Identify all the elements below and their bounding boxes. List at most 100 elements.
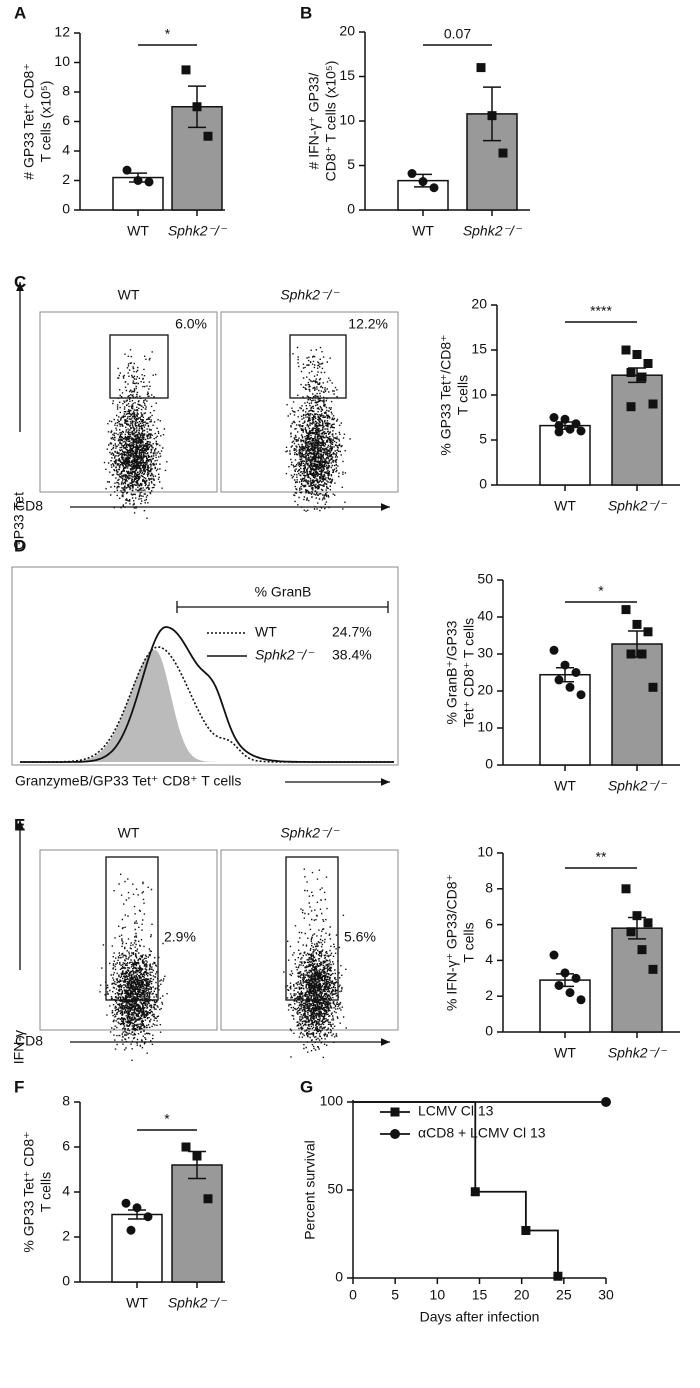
y-tick-label: 4 — [62, 142, 70, 158]
survival-marker — [553, 1271, 563, 1281]
y-tick-label: 4 — [62, 1183, 70, 1199]
y-axis-label: T cells — [455, 375, 471, 415]
panel-letter: B — [300, 3, 312, 22]
panel-letter: A — [14, 3, 26, 22]
gate-percent: 2.9% — [164, 929, 196, 945]
legend-label: LCMV Cl 13 — [418, 1103, 494, 1119]
panel-letter: F — [14, 1077, 24, 1096]
data-point — [637, 372, 647, 382]
significance-label: ** — [596, 849, 607, 865]
x-tick-label: Sphk2⁻/⁻ — [608, 778, 668, 794]
data-point — [192, 102, 202, 112]
x-tick-label: 20 — [514, 1287, 530, 1303]
y-tick-label: 2 — [485, 987, 493, 1003]
significance-label: * — [164, 1111, 170, 1127]
y-axis-label: % IFN-γ⁺ GP33/CD8⁺ — [444, 874, 460, 1011]
x-tick-label: WT — [554, 498, 576, 514]
data-point — [571, 668, 581, 677]
y-tick-label: 6 — [485, 915, 493, 931]
y-axis-label: CD8⁺ T cells (x10⁵) — [323, 61, 339, 182]
data-point — [549, 413, 559, 422]
data-point — [549, 950, 559, 960]
cell-dots — [285, 346, 351, 512]
data-point — [632, 350, 642, 359]
x-tick-label: 15 — [472, 1287, 488, 1303]
y-tick-label: 0 — [62, 201, 70, 217]
flow-plot-title: WT — [118, 825, 140, 841]
y-tick-label: 5 — [347, 156, 355, 172]
x-tick-label: Sphk2⁻/⁻ — [463, 223, 523, 239]
flow-plot-title: Sphk2⁻/⁻ — [280, 825, 340, 841]
y-axis-label: % GP33 Tet⁺/CD8⁺ — [438, 334, 454, 455]
data-point — [626, 649, 636, 659]
x-tick-label: WT — [554, 1045, 576, 1061]
bar — [611, 643, 663, 766]
flow-plot-frame — [220, 849, 399, 1031]
x-tick-label: Sphk2⁻/⁻ — [168, 1295, 228, 1311]
data-point — [133, 176, 143, 185]
y-tick-label: 2 — [62, 171, 70, 187]
significance-label: **** — [590, 303, 612, 319]
y-axis-label: GP33 Tet — [11, 492, 27, 550]
flow-plot-frame — [39, 311, 218, 493]
x-tick-label: WT — [554, 778, 576, 794]
y-axis-label: % GP33 Tet⁺ CD8⁺ — [21, 1131, 37, 1252]
y-tick-label: 10 — [54, 53, 70, 69]
x-tick-label: 10 — [430, 1287, 446, 1303]
data-point — [181, 1142, 191, 1152]
x-tick-label: 30 — [598, 1287, 614, 1303]
y-tick-label: 6 — [62, 1138, 70, 1154]
cell-dots — [99, 873, 168, 1061]
data-point — [626, 402, 636, 412]
legend-label: Sphk2⁻/⁻ — [255, 647, 315, 663]
significance-label: * — [165, 26, 171, 42]
data-point — [560, 414, 570, 424]
bar — [171, 1164, 223, 1283]
y-tick-label: 10 — [477, 844, 493, 860]
y-axis-label: % GranB⁺/GP33 — [444, 620, 460, 724]
y-tick-label: 40 — [477, 608, 493, 624]
data-point — [429, 183, 439, 193]
data-point — [643, 627, 653, 637]
bar — [611, 374, 663, 486]
y-tick-label: 15 — [339, 67, 355, 83]
data-point — [632, 619, 642, 629]
data-point — [132, 1203, 142, 1213]
data-point — [549, 645, 559, 655]
y-tick-label: 100 — [320, 1093, 344, 1109]
data-point — [122, 165, 132, 175]
bar — [111, 1213, 163, 1283]
data-point — [554, 980, 564, 990]
y-tick-label: 0 — [485, 756, 493, 772]
data-point — [203, 131, 213, 141]
y-axis-label: # IFN-γ⁺ GP33/ — [306, 72, 322, 169]
x-tick-label: Sphk2⁻/⁻ — [608, 1045, 668, 1061]
data-point — [648, 682, 658, 692]
data-point — [554, 421, 564, 431]
y-tick-label: 50 — [327, 1181, 343, 1197]
data-point — [571, 973, 581, 983]
x-axis-label: CD8 — [15, 1033, 43, 1049]
legend-percent: 24.7% — [332, 624, 372, 640]
bar — [539, 673, 591, 766]
data-point — [576, 426, 586, 436]
data-point — [554, 675, 564, 685]
significance-label: 0.07 — [444, 26, 471, 42]
bar — [397, 179, 449, 211]
cell-dots — [283, 868, 347, 1059]
data-point — [476, 63, 486, 73]
gate-percent: 5.6% — [344, 929, 376, 945]
y-tick-label: 20 — [339, 23, 355, 39]
data-point — [621, 884, 631, 894]
data-point — [632, 911, 642, 921]
survival-step — [525, 1229, 559, 1277]
data-point — [121, 1198, 131, 1208]
gate — [109, 334, 169, 399]
data-point — [418, 177, 428, 187]
panel-letter: D — [14, 536, 26, 555]
y-tick-label: 6 — [62, 112, 70, 128]
y-axis-label: T cells — [461, 922, 477, 962]
gate-percent: 12.2% — [348, 316, 388, 332]
y-tick-label: 30 — [477, 645, 493, 661]
